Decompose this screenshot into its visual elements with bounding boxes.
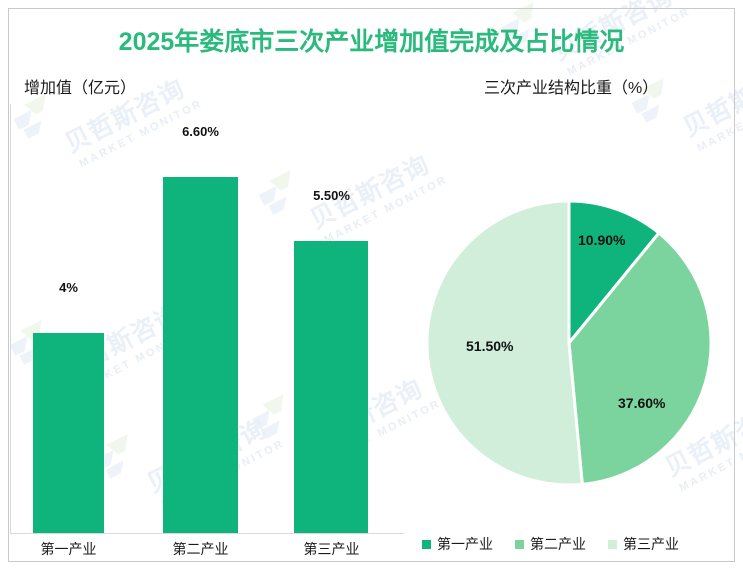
legend-swatch-icon	[515, 539, 524, 549]
legend-swatch-icon	[422, 539, 431, 549]
bar-secondary-industry[interactable]	[163, 177, 238, 533]
page-title-year: 2025	[118, 28, 175, 56]
legend-label: 第三产业	[623, 536, 679, 552]
bar-chart-y-axis	[10, 104, 11, 534]
page-title-text: 年娄底市三次产业增加值完成及占比情况	[174, 28, 625, 56]
pie-chart: 10.90% 37.60% 51.50% 第一产业 第二产业 第三产业	[410, 104, 740, 562]
bar-chart-subtitle: 增加值（亿元）	[24, 80, 137, 97]
pie-slice-tertiary-industry[interactable]	[425, 199, 584, 487]
legend-swatch-icon	[608, 539, 617, 549]
pie-chart-svg	[425, 199, 713, 487]
pie-chart-legend: 第一产业 第二产业 第三产业	[422, 534, 679, 554]
pie-slice-primary-industry[interactable]	[567, 199, 661, 348]
bar-chart: 4% 第一产业 6.60% 第二产业 5.50% 第三产业	[9, 104, 405, 562]
bar-category-label: 第一产业	[40, 541, 97, 557]
legend-item-secondary-industry[interactable]: 第二产业	[515, 534, 586, 554]
bar-tertiary-industry[interactable]	[294, 241, 368, 533]
pie-value-label-secondary: 37.60%	[618, 395, 666, 411]
legend-item-tertiary-industry[interactable]: 第三产业	[608, 534, 679, 554]
page-title: 2025年娄底市三次产业增加值完成及占比情况	[0, 22, 743, 58]
bar-primary-industry[interactable]	[33, 333, 104, 533]
bar-chart-x-axis	[10, 533, 404, 534]
bar-category-label: 第二产业	[172, 541, 229, 557]
bar-category-label: 第三产业	[303, 541, 360, 557]
pie-value-label-tertiary: 51.50%	[466, 338, 514, 354]
bar-value-label: 6.60%	[182, 124, 219, 139]
pie-slice-secondary-industry[interactable]	[567, 230, 713, 487]
pie-value-label-primary: 10.90%	[578, 232, 626, 248]
legend-label: 第二产业	[530, 536, 586, 552]
pie-chart-subtitle: 三次产业结构比重（%）	[484, 80, 659, 97]
legend-label: 第一产业	[437, 536, 493, 552]
bar-value-label: 5.50%	[313, 188, 350, 203]
legend-item-primary-industry[interactable]: 第一产业	[422, 534, 493, 554]
bar-value-label: 4%	[59, 280, 78, 295]
